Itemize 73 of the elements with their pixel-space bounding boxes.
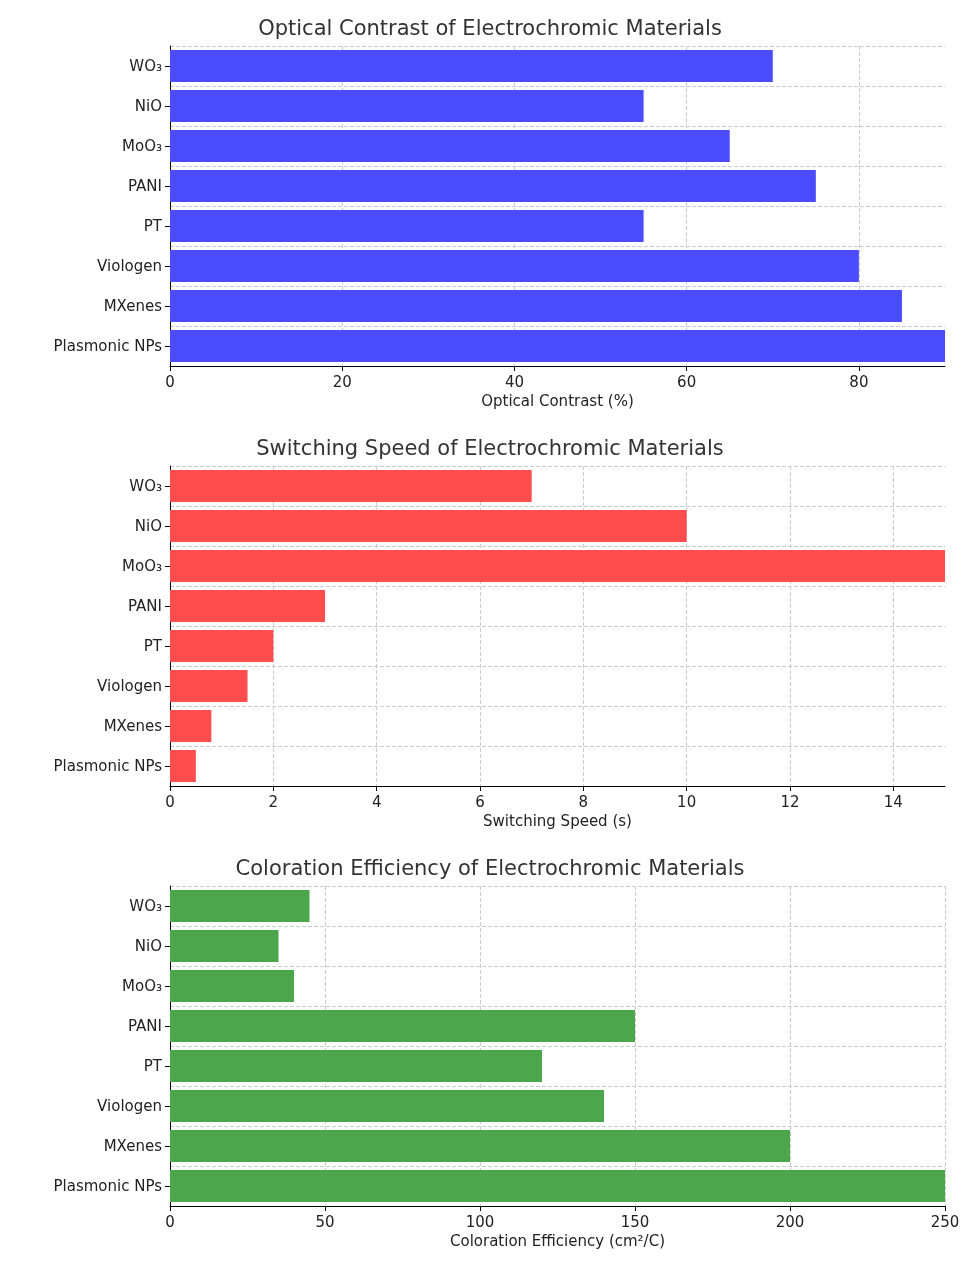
bar	[170, 710, 212, 742]
x-tick-label: 150	[620, 1212, 650, 1231]
bar	[170, 670, 248, 702]
y-tick-label: WO₃	[129, 897, 162, 915]
y-tick-label: PT	[143, 1057, 163, 1075]
y-tick-label: MoO₃	[122, 977, 162, 995]
y-tick-label: WO₃	[129, 477, 162, 495]
bar	[170, 50, 773, 82]
x-tick-label: 50	[315, 1212, 335, 1231]
y-tick-label: Plasmonic NPs	[53, 757, 163, 775]
x-tick-label: 6	[475, 792, 485, 811]
x-tick-label: 40	[504, 372, 524, 391]
bar	[170, 1170, 945, 1202]
bar	[170, 290, 902, 322]
bar	[170, 470, 532, 502]
bar	[170, 250, 859, 282]
y-tick-label: PANI	[128, 1017, 162, 1035]
y-tick-label: PANI	[128, 177, 162, 195]
y-tick-label: Viologen	[97, 677, 162, 695]
x-tick-label: 0	[165, 372, 175, 391]
bar	[170, 330, 945, 362]
y-tick-label: MXenes	[103, 297, 163, 315]
x-tick-label: 12	[780, 792, 800, 811]
x-axis-title: Optical Contrast (%)	[481, 392, 634, 411]
y-tick-label: Plasmonic NPs	[53, 1177, 163, 1195]
chart-title: Coloration Efficiency of Electrochromic Materials	[235, 855, 745, 880]
y-tick-label: Viologen	[97, 257, 162, 275]
bar	[170, 1130, 790, 1162]
x-tick-label: 250	[930, 1212, 960, 1231]
chart-title: Switching Speed of Electrochromic Materials	[256, 435, 724, 460]
bar	[170, 510, 687, 542]
x-tick-label: 4	[371, 792, 382, 811]
x-tick-label: 8	[578, 792, 589, 811]
bar	[170, 90, 644, 122]
y-tick-label: NiO	[134, 97, 162, 115]
chart-title: Optical Contrast of Electrochromic Materials	[258, 15, 722, 40]
bar	[170, 630, 274, 662]
bar	[170, 1090, 604, 1122]
x-tick-label: 14	[883, 792, 903, 811]
bar	[170, 170, 816, 202]
bar	[170, 750, 196, 782]
x-tick-label: 60	[677, 372, 697, 391]
bar	[170, 210, 644, 242]
x-tick-label: 20	[332, 372, 352, 391]
y-tick-label: PANI	[128, 597, 162, 615]
bar	[170, 550, 945, 582]
y-tick-label: WO₃	[129, 57, 162, 75]
x-tick-label: 200	[775, 1212, 805, 1231]
y-tick-label: NiO	[134, 937, 162, 955]
bar	[170, 890, 310, 922]
y-tick-label: MXenes	[103, 1137, 163, 1155]
x-axis-title: Coloration Efficiency (cm²/C)	[450, 1232, 665, 1251]
x-tick-label: 2	[268, 792, 279, 811]
bar	[170, 1050, 542, 1082]
x-tick-label: 10	[677, 792, 697, 811]
bar	[170, 590, 325, 622]
y-tick-label: MXenes	[103, 717, 163, 735]
x-tick-label: 0	[165, 792, 175, 811]
bar	[170, 970, 294, 1002]
y-tick-label: Viologen	[97, 1097, 162, 1115]
y-tick-label: NiO	[134, 517, 162, 535]
x-tick-label: 100	[465, 1212, 495, 1231]
y-tick-label: Plasmonic NPs	[53, 337, 163, 355]
x-axis-title: Switching Speed (s)	[483, 812, 632, 831]
bar	[170, 1010, 635, 1042]
bar	[170, 930, 279, 962]
y-tick-label: PT	[143, 637, 163, 655]
y-tick-label: MoO₃	[122, 137, 162, 155]
bar	[170, 130, 730, 162]
y-tick-label: MoO₃	[122, 557, 162, 575]
y-tick-label: PT	[143, 217, 163, 235]
x-tick-label: 0	[165, 1212, 175, 1231]
x-tick-label: 80	[849, 372, 869, 391]
